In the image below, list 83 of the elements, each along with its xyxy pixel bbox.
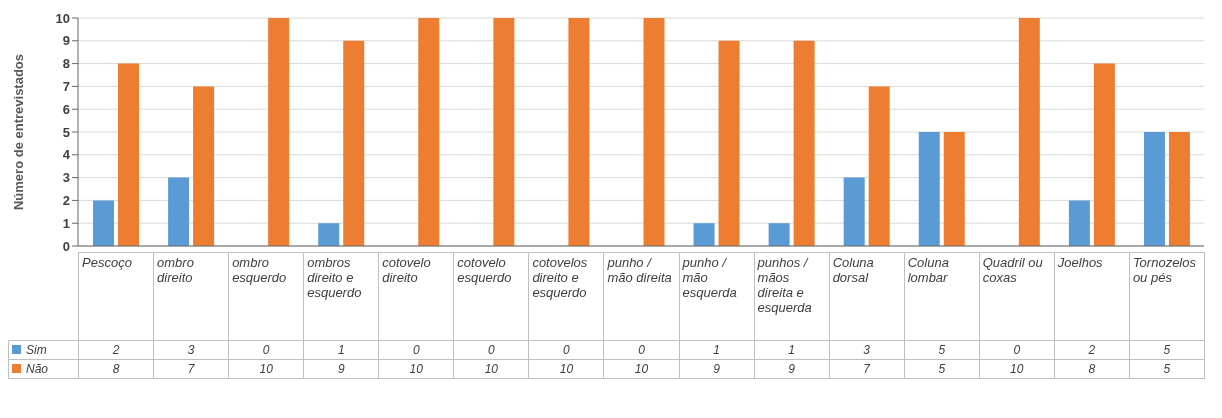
- y-tick-label: 0: [62, 238, 70, 254]
- x-tick-label: cotovelo direito: [378, 252, 454, 341]
- data-label: 3: [153, 340, 229, 360]
- bar: [793, 40, 815, 246]
- bar: [943, 132, 965, 246]
- bar: [493, 18, 515, 246]
- x-tick-label: ombro direito: [153, 252, 229, 341]
- bar: [268, 18, 290, 246]
- y-axis-title: Número de entrevistados: [10, 53, 26, 211]
- x-tick-label: ombros direito e esquerdo: [303, 252, 379, 341]
- data-label: 0: [979, 340, 1055, 360]
- x-tick-label: cotovelos direito e esquerdo: [528, 252, 604, 341]
- bar: [643, 18, 665, 246]
- y-tick-label: 8: [62, 56, 70, 72]
- bar: [1018, 18, 1040, 246]
- y-tick-label: 3: [62, 170, 70, 186]
- bar: [568, 18, 590, 246]
- x-tick-label: Tornozelos ou pés: [1129, 252, 1205, 341]
- data-label: 10: [528, 359, 604, 379]
- y-tick-label: 1: [62, 215, 70, 231]
- data-label: 7: [829, 359, 905, 379]
- data-label: 5: [1129, 340, 1205, 360]
- bar: [768, 223, 790, 246]
- x-tick-label: punho / mão direita: [603, 252, 679, 341]
- data-label: 5: [904, 340, 980, 360]
- bar: [118, 63, 140, 246]
- y-tick-label: 5: [62, 124, 70, 140]
- x-tick-label: cotovelo esquerdo: [453, 252, 529, 341]
- y-tick-label: 2: [62, 193, 70, 209]
- data-label: 5: [1129, 359, 1205, 379]
- y-tick-label: 9: [62, 33, 70, 49]
- data-label: 10: [603, 359, 679, 379]
- data-label: 0: [453, 340, 529, 360]
- y-tick-label: 7: [62, 79, 70, 95]
- x-tick-label: Quadril ou coxas: [979, 252, 1055, 341]
- x-tick-label: Pescoço: [78, 252, 154, 341]
- data-label: 8: [1054, 359, 1130, 379]
- bar: [1068, 200, 1090, 246]
- x-tick-label: Coluna lombar: [904, 252, 980, 341]
- bar: [418, 18, 440, 246]
- x-tick-label: punho / mão esquerda: [679, 252, 755, 341]
- x-tick-label: ombro esquerdo: [228, 252, 304, 341]
- y-tick-label: 4: [62, 147, 71, 163]
- data-label: 0: [378, 340, 454, 360]
- data-label: 2: [1054, 340, 1130, 360]
- bar: [1143, 132, 1165, 246]
- data-label: 9: [679, 359, 755, 379]
- x-tick-label: punhos / mãos direita e esquerda: [754, 252, 830, 341]
- data-label: 10: [453, 359, 529, 379]
- bar: [718, 40, 740, 246]
- bar: [868, 86, 890, 246]
- x-tick-label: Coluna dorsal: [829, 252, 905, 341]
- data-label: 0: [603, 340, 679, 360]
- bar: [93, 200, 115, 246]
- bar: [318, 223, 340, 246]
- data-label: 1: [754, 340, 830, 360]
- legend-label: Não: [8, 359, 79, 379]
- x-tick-label: Joelhos: [1054, 252, 1130, 341]
- data-label: 8: [78, 359, 154, 379]
- data-label: 2: [78, 340, 154, 360]
- bar: [1093, 63, 1115, 246]
- data-label: 7: [153, 359, 229, 379]
- bar: [343, 40, 365, 246]
- data-label: 3: [829, 340, 905, 360]
- data-label: 10: [228, 359, 304, 379]
- data-label: 5: [904, 359, 980, 379]
- legend-label: Sim: [8, 340, 79, 360]
- data-label: 1: [303, 340, 379, 360]
- data-label: 10: [378, 359, 454, 379]
- data-label: 1: [679, 340, 755, 360]
- data-label: 9: [303, 359, 379, 379]
- bar: [193, 86, 215, 246]
- bar: [168, 177, 190, 246]
- bar: [1168, 132, 1190, 246]
- data-label: 9: [754, 359, 830, 379]
- y-tick-label: 10: [55, 10, 70, 26]
- bar: [693, 223, 715, 246]
- bar: [918, 132, 940, 246]
- data-label: 10: [979, 359, 1055, 379]
- data-label: 0: [228, 340, 304, 360]
- bar: [843, 177, 865, 246]
- data-label: 0: [528, 340, 604, 360]
- y-tick-label: 6: [62, 101, 70, 117]
